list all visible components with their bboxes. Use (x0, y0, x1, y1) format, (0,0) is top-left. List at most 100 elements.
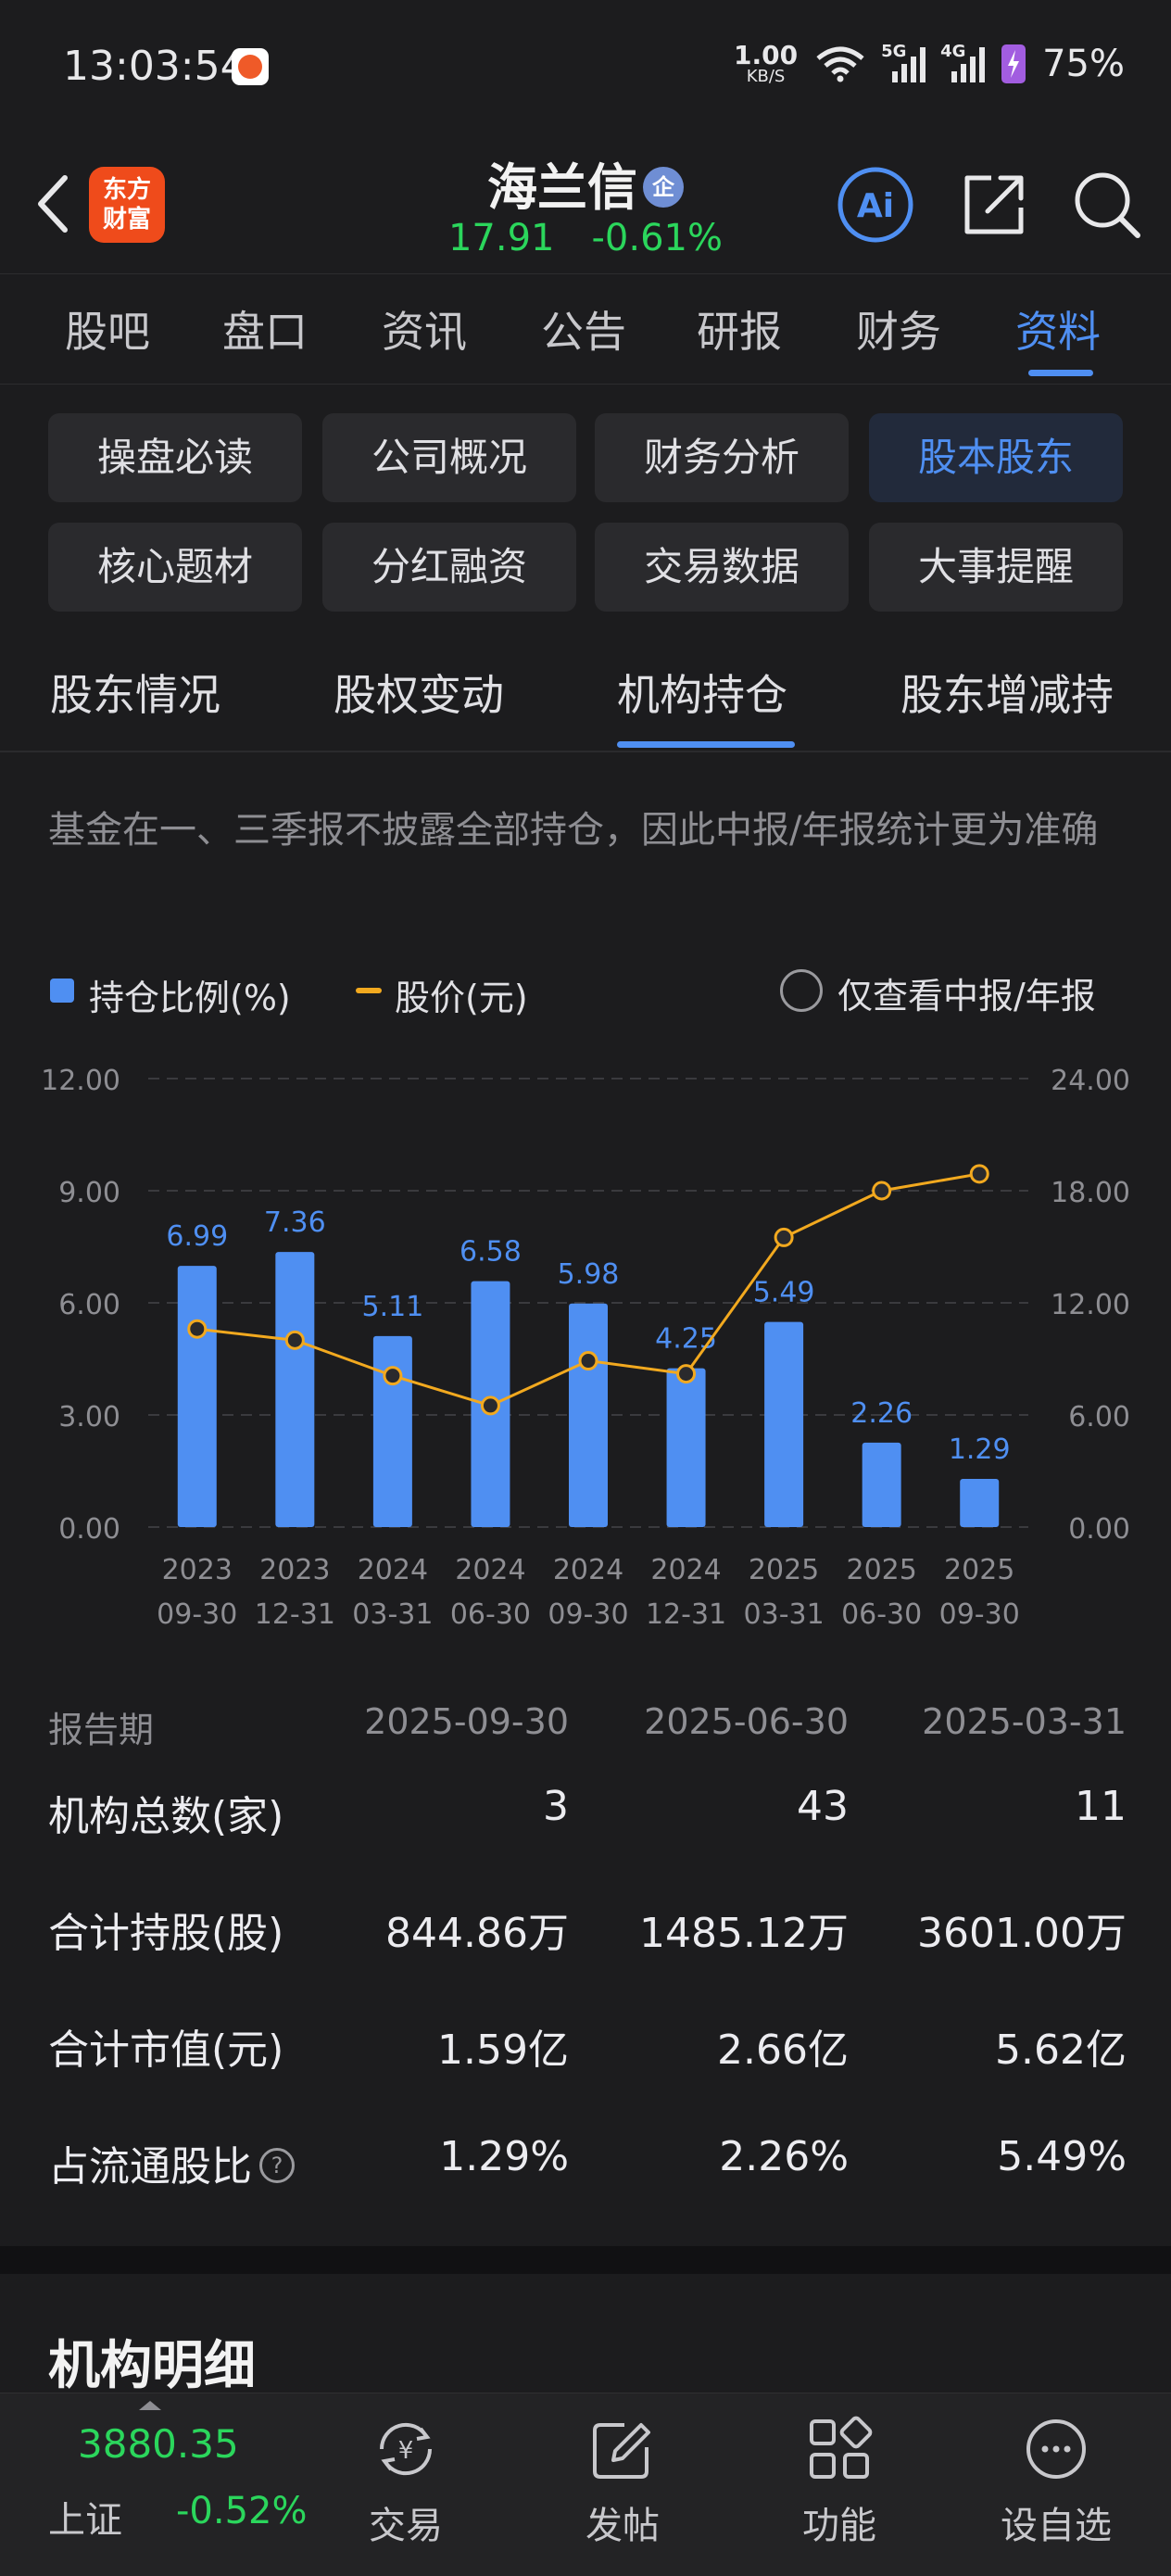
y-left-tick-label: 9.00 (58, 1177, 120, 1209)
holdings-chart: 0.00 3.00 6.00 9.00 12.00 0.00 6.00 12.00 18.00 2… (41, 1065, 1130, 1631)
table-header: 报告期 2025-09-30 2025-06-30 2025-03-31 (48, 1701, 1127, 1750)
index-value[interactable]: 3880.35 (78, 2421, 239, 2467)
col-header: 2025-06-30 (644, 1701, 849, 1742)
chart-bar (275, 1252, 315, 1527)
row-label: 合计市值(元) (48, 2027, 284, 2074)
btn-dividend-financing[interactable]: 分红融资 (322, 523, 576, 612)
filter-radio-label[interactable]: 仅查看中报/年报 (837, 976, 1096, 1017)
y-left-tick-label: 3.00 (58, 1401, 120, 1433)
index-change[interactable]: -0.52% (176, 2490, 308, 2532)
subtab-institutional-holdings[interactable]: 机构持仓 (617, 670, 787, 720)
bar-data-label: 2.26 (850, 1397, 913, 1430)
x-tick-label-date: 09-30 (157, 1598, 237, 1631)
apps-grid-icon (810, 2416, 873, 2479)
chart-bar (764, 1321, 804, 1527)
tab-research[interactable]: 研报 (697, 307, 782, 357)
row-label: 占流通股比? (48, 2133, 295, 2192)
table-cell: 5.49% (997, 2133, 1127, 2180)
subtab-holding-changes[interactable]: 股东增减持 (900, 670, 1114, 720)
price-point (676, 1364, 697, 1384)
signal-4g-icon: 4G (940, 42, 986, 82)
tab-finance[interactable]: 财务 (856, 307, 941, 357)
search-icon[interactable] (1067, 165, 1147, 245)
chart-bar (372, 1335, 412, 1527)
price-point (969, 1164, 989, 1184)
share-icon[interactable] (954, 165, 1034, 245)
nav-add-watchlist[interactable]: 设自选 (963, 2412, 1149, 2549)
nav-features[interactable]: 功能 (747, 2412, 932, 2549)
active-tab-indicator (1028, 370, 1093, 376)
tab-pankou[interactable]: 盘口 (222, 307, 308, 357)
help-icon[interactable]: ? (259, 2148, 295, 2183)
back-arrow-icon[interactable] (26, 167, 82, 241)
btn-company-overview[interactable]: 公司概况 (322, 413, 576, 502)
main-tabs: 股吧 盘口 资讯 公告 研报 财务 资料 (0, 273, 1171, 385)
tab-profile[interactable]: 资料 (1015, 307, 1101, 357)
status-bar: 13:03:54 1.00 KB/S 5G 4G 75% (0, 0, 1171, 139)
active-subtab-indicator (617, 741, 795, 748)
btn-financial-analysis[interactable]: 财务分析 (595, 413, 849, 502)
signal-5g-icon: 5G (881, 42, 926, 82)
stock-title: 海兰信企 (0, 146, 1171, 220)
x-tick-label-year: 2025 (749, 1554, 819, 1586)
subtab-equity-changes[interactable]: 股权变动 (334, 670, 504, 720)
tab-news[interactable]: 资讯 (382, 307, 467, 357)
section-divider (0, 2246, 1171, 2274)
trade-icon: ¥ (379, 2422, 433, 2476)
btn-share-capital[interactable]: 股本股东 (869, 413, 1123, 502)
tab-guba[interactable]: 股吧 (65, 307, 150, 357)
btn-trading-data[interactable]: 交易数据 (595, 523, 849, 612)
price-point (187, 1319, 208, 1339)
table-row: 合计市值(元) 1.59亿 2.66亿 5.62亿 (48, 2016, 1127, 2074)
x-tick-label-date: 09-30 (939, 1598, 1020, 1631)
table-cell: 3601.00万 (917, 1910, 1127, 1957)
more-icon (1026, 2419, 1086, 2479)
x-tick-label-date: 03-31 (352, 1598, 433, 1631)
bar-data-label: 5.98 (558, 1258, 620, 1291)
subtab-shareholders[interactable]: 股东情况 (50, 670, 220, 720)
btn-core-themes[interactable]: 核心题材 (48, 523, 302, 612)
btn-trading-essentials[interactable]: 操盘必读 (48, 413, 302, 502)
table-cell: 1.29% (439, 2133, 569, 2180)
eastmoney-logo[interactable]: 东方 财富 (89, 167, 165, 243)
caret-up-icon[interactable] (139, 2401, 161, 2410)
disclosure-note: 基金在一、三季报不披露全部持仓，因此中报/年报统计更为准确 (48, 809, 1099, 852)
y-right-tick-label: 24.00 (1051, 1065, 1130, 1097)
nav-trade[interactable]: ¥ 交易 (313, 2412, 498, 2549)
index-name[interactable]: 上证 (48, 2499, 122, 2542)
nav-post[interactable]: 发帖 (530, 2412, 715, 2549)
filter-radio[interactable] (780, 969, 823, 1012)
table-row: 机构总数(家) 3 43 11 (48, 1783, 1127, 1840)
chart-bar (960, 1478, 1000, 1527)
price-point (383, 1366, 403, 1386)
y-right-tick-label: 0.00 (1068, 1513, 1130, 1546)
bar-data-label: 4.25 (655, 1323, 717, 1356)
legend-line-swatch (356, 988, 382, 993)
bar-data-label: 5.11 (361, 1291, 423, 1323)
table-cell: 2.26% (719, 2133, 849, 2180)
table-cell: 1485.12万 (639, 1910, 849, 1957)
bottom-nav: 3880.35 上证 -0.52% ¥ 交易 发帖 功能 (0, 2393, 1171, 2576)
btn-major-events[interactable]: 大事提醒 (869, 523, 1123, 612)
x-tick-label-year: 2023 (259, 1554, 330, 1586)
ai-assistant-icon[interactable]: Ai (836, 165, 915, 245)
x-tick-label-year: 2025 (846, 1554, 916, 1586)
chart-bar (666, 1368, 706, 1527)
col-header: 2025-03-31 (922, 1701, 1127, 1742)
edit-icon (593, 2423, 650, 2479)
stock-name: 海兰信 (487, 158, 637, 217)
table-cell: 2.66亿 (717, 2027, 849, 2074)
x-tick-label-year: 2023 (162, 1554, 233, 1586)
table-row: 合计持股(股) 844.86万 1485.12万 3601.00万 (48, 1900, 1127, 1957)
section-title: 机构明细 (48, 2336, 256, 2396)
network-speed: 1.00 KB/S (734, 40, 799, 86)
x-tick-label-date: 06-30 (450, 1598, 531, 1631)
table-cell: 1.59亿 (437, 2027, 569, 2074)
tab-announcements[interactable]: 公告 (541, 307, 626, 357)
row-label: 机构总数(家) (48, 1793, 284, 1840)
bar-data-label: 7.36 (264, 1206, 326, 1239)
x-tick-label-year: 2024 (455, 1554, 525, 1586)
price-point (774, 1227, 794, 1247)
chart-bar (862, 1442, 901, 1527)
x-tick-label-year: 2025 (944, 1554, 1014, 1586)
